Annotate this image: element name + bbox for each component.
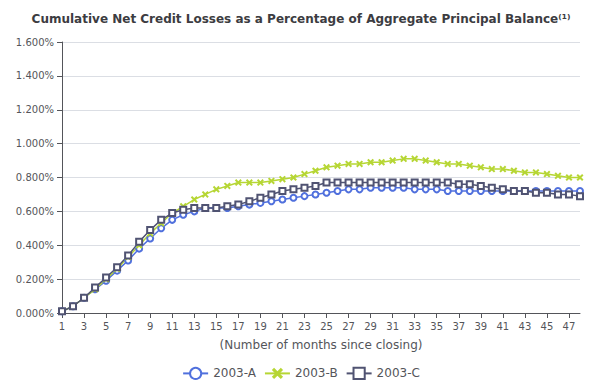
svg-text:45: 45 <box>541 321 554 332</box>
svg-text:41: 41 <box>496 321 509 332</box>
svg-text:(Number of months since closin: (Number of months since closing) <box>220 338 423 352</box>
svg-text:0.600%: 0.600% <box>16 206 54 217</box>
svg-text:43: 43 <box>519 321 532 332</box>
svg-text:29: 29 <box>364 321 377 332</box>
svg-text:Cumulative Net Credit Losses a: Cumulative Net Credit Losses as a Percen… <box>32 12 571 26</box>
svg-text:1.000%: 1.000% <box>16 138 54 149</box>
svg-text:7: 7 <box>125 321 131 332</box>
svg-text:0.000%: 0.000% <box>16 308 54 319</box>
svg-text:15: 15 <box>210 321 223 332</box>
svg-text:0.400%: 0.400% <box>16 240 54 251</box>
svg-text:17: 17 <box>232 321 245 332</box>
svg-text:19: 19 <box>254 321 267 332</box>
svg-text:1: 1 <box>59 321 65 332</box>
svg-text:1.400%: 1.400% <box>16 70 54 81</box>
svg-text:1.200%: 1.200% <box>16 104 54 115</box>
svg-text:33: 33 <box>408 321 421 332</box>
svg-text:5: 5 <box>103 321 109 332</box>
svg-text:39: 39 <box>474 321 487 332</box>
svg-text:21: 21 <box>276 321 289 332</box>
svg-text:3: 3 <box>81 321 87 332</box>
svg-text:1.600%: 1.600% <box>16 37 54 48</box>
svg-text:35: 35 <box>430 321 443 332</box>
svg-text:13: 13 <box>188 321 201 332</box>
svg-text:0.800%: 0.800% <box>16 172 54 183</box>
svg-text:23: 23 <box>298 321 311 332</box>
svg-text:2003-B: 2003-B <box>295 366 338 380</box>
svg-text:11: 11 <box>166 321 179 332</box>
svg-text:2003-C: 2003-C <box>377 366 420 380</box>
svg-text:31: 31 <box>386 321 399 332</box>
svg-text:2003-A: 2003-A <box>213 366 257 380</box>
svg-text:47: 47 <box>563 321 576 332</box>
svg-text:37: 37 <box>452 321 465 332</box>
svg-text:0.200%: 0.200% <box>16 274 54 285</box>
svg-text:27: 27 <box>342 321 355 332</box>
svg-text:25: 25 <box>320 321 333 332</box>
svg-text:9: 9 <box>147 321 153 332</box>
